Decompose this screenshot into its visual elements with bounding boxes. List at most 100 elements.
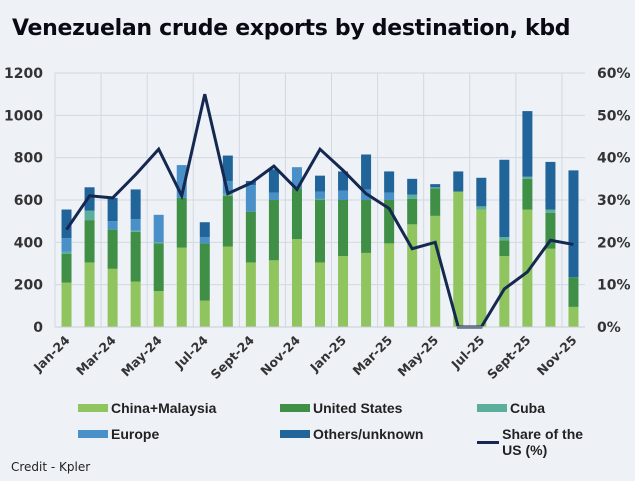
chart-title: Venezuelan crude exports by destination,… xyxy=(12,16,571,41)
bar-segment-others xyxy=(315,175,325,192)
bar-segment-united_states xyxy=(499,240,510,257)
bar-segment-china_malaysia xyxy=(568,306,579,327)
x-tick-label: Jan-25 xyxy=(306,333,349,376)
bar-segment-china_malaysia xyxy=(107,268,118,327)
bar-segment-china_malaysia xyxy=(338,256,349,327)
y2-tick-label: 50% xyxy=(597,108,631,124)
bar-segment-others xyxy=(61,209,72,239)
bar-segment-china_malaysia xyxy=(522,209,533,327)
bar-segment-united_states xyxy=(245,211,256,263)
bar-segment-others xyxy=(430,184,441,188)
legend-item-china_malaysia: China+Malaysia xyxy=(78,400,216,416)
bar-stack xyxy=(107,197,118,327)
bar-segment-china_malaysia xyxy=(153,291,164,327)
bar-segment-china_malaysia xyxy=(545,248,556,327)
bar-segment-others xyxy=(361,154,372,190)
bar-segment-china_malaysia xyxy=(245,262,256,327)
bar-segment-united_states xyxy=(176,197,187,248)
bar-segment-united_states xyxy=(130,231,141,282)
bar-segment-cuba xyxy=(153,242,164,244)
bar-segment-europe xyxy=(291,167,302,189)
bar-segment-china_malaysia xyxy=(199,300,210,327)
x-tick-label: Sept-25 xyxy=(484,333,533,382)
bar-segment-china_malaysia xyxy=(291,239,302,327)
y2-tick-label: 10% xyxy=(597,278,631,294)
bar-stack xyxy=(291,167,302,327)
bar-segment-china_malaysia xyxy=(361,252,372,327)
bar-segment-china_malaysia xyxy=(384,243,395,327)
y-tick-label: 0 xyxy=(33,320,43,336)
bar-segment-china_malaysia xyxy=(315,262,325,327)
bar-segment-europe xyxy=(130,219,141,231)
bar-segment-others xyxy=(130,189,141,220)
bar-segment-europe xyxy=(61,238,72,252)
bar-segment-china_malaysia xyxy=(176,247,187,327)
bar-segment-united_states xyxy=(522,178,533,210)
bar-segment-united_states xyxy=(291,188,302,240)
bar-stack xyxy=(61,209,72,327)
bar-segment-united_states xyxy=(338,200,349,257)
x-tick-label: Mar-25 xyxy=(350,333,396,379)
legend-swatch xyxy=(280,430,310,438)
bar-stack xyxy=(84,187,95,327)
bar-segment-europe xyxy=(107,221,118,230)
share-line xyxy=(65,93,574,329)
bar-segment-others xyxy=(407,178,418,195)
legend-item-share_line: Share of the US (%) xyxy=(477,426,598,458)
bar-segment-cuba xyxy=(315,198,325,200)
bar-segment-cuba xyxy=(499,237,510,241)
bar-stack xyxy=(245,180,256,327)
bar-segment-others xyxy=(568,170,579,278)
bar-segment-china_malaysia xyxy=(268,260,279,327)
bar-stack xyxy=(430,184,441,327)
legend-swatch xyxy=(477,404,507,412)
bar-stack xyxy=(384,171,395,327)
bar-segment-united_states xyxy=(107,229,118,269)
share-of-us-line xyxy=(65,93,574,329)
bar-segment-others xyxy=(107,197,118,222)
stacked-bars xyxy=(61,111,579,327)
bar-segment-cuba xyxy=(61,251,72,254)
bar-segment-united_states xyxy=(568,277,579,307)
bar-segment-united_states xyxy=(268,200,279,261)
bar-segment-united_states xyxy=(315,200,325,263)
bar-segment-others xyxy=(199,222,210,238)
bar-segment-china_malaysia xyxy=(61,282,72,327)
bar-stack xyxy=(545,161,556,327)
bar-segment-china_malaysia xyxy=(222,246,233,327)
bar-segment-europe xyxy=(384,192,395,200)
legend-swatch xyxy=(280,404,310,412)
bar-segment-united_states xyxy=(222,195,233,247)
bar-segment-europe xyxy=(338,190,349,200)
bar-segment-china_malaysia xyxy=(476,209,487,327)
y2-tick-label: 60% xyxy=(597,66,631,82)
chart-plot: 0 200 400 600 800 1000 1200 0% 10% 20% 30% 40% 50% 6… xyxy=(4,66,631,382)
legend-label: United States xyxy=(313,400,403,416)
legend-label: Europe xyxy=(111,426,160,442)
bar-segment-cuba xyxy=(430,187,441,189)
bar-segment-china_malaysia xyxy=(430,215,441,327)
bar-segment-united_states xyxy=(430,188,441,216)
bar-stack xyxy=(338,171,349,327)
x-tick-label: Jul-25 xyxy=(448,333,488,373)
y-axis-left: 0 200 400 600 800 1000 1200 xyxy=(4,66,43,336)
legend-swatch xyxy=(477,440,500,444)
legend-item-cuba: Cuba xyxy=(477,400,545,416)
bar-segment-cuba xyxy=(522,176,533,179)
bar-segment-others xyxy=(453,171,464,192)
legend-label: Share of the US (%) xyxy=(502,426,584,458)
bar-segment-china_malaysia xyxy=(84,262,95,327)
bar-segment-others xyxy=(268,169,279,193)
bar-stack xyxy=(476,177,487,327)
bar-stack xyxy=(315,175,325,327)
bar-segment-cuba xyxy=(407,194,418,199)
credit-text: Credit - Kpler xyxy=(11,460,91,474)
bar-segment-cuba xyxy=(84,210,95,221)
bar-segment-united_states xyxy=(545,212,556,249)
x-tick-label: Nov-24 xyxy=(257,332,303,378)
bar-stack xyxy=(199,222,210,327)
bar-segment-china_malaysia xyxy=(130,281,141,327)
x-tick-label: Sept-24 xyxy=(207,332,257,382)
bar-segment-europe xyxy=(176,165,187,198)
bar-stack xyxy=(568,170,579,327)
